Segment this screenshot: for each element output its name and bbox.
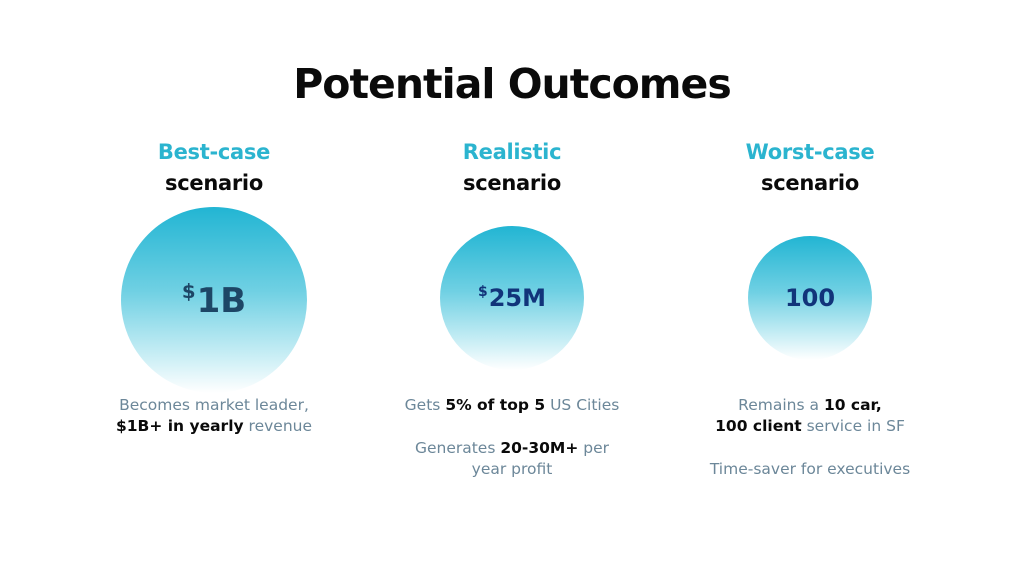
worst-case-heading: Worst-case (745, 140, 875, 164)
desc-bold: 5% of top 5 (445, 396, 546, 414)
realistic-desc2-line-2: year profit (362, 459, 662, 480)
worst-case-desc2-line: Time-saver for executives (709, 460, 911, 478)
best-case-subheading: scenario (165, 171, 263, 195)
realistic-desc-line-1: Gets 5% of top 5 US Cities (362, 395, 662, 416)
desc-text: Generates (414, 439, 501, 457)
best-case-description: Becomes market leader, $1B+ in yearly re… (64, 395, 364, 437)
best-case-desc-line-1: Becomes market leader, (64, 395, 364, 416)
desc-text: Becomes market leader, (119, 396, 309, 414)
worst-case-amount: 100 (784, 284, 836, 312)
best-case-heading: Best-case (157, 140, 271, 164)
best-case-amount: 1B (196, 280, 247, 321)
desc-bold: 10 car, (823, 396, 882, 414)
realistic-description-2: Generates 20-30M+ per year profit (362, 438, 662, 480)
realistic-column: Realistic scenario (362, 136, 662, 198)
realistic-currency: $ (478, 284, 488, 301)
realistic-circle: $25M (440, 226, 584, 370)
desc-bold: 20-30M+ (500, 439, 579, 457)
realistic-description: Gets 5% of top 5 US Cities (362, 395, 662, 416)
desc-bold: 100 client (715, 417, 802, 435)
worst-case-circle: 100 (748, 236, 872, 360)
best-case-desc-line-2: $1B+ in yearly revenue (64, 416, 364, 437)
best-case-currency: $ (181, 279, 196, 303)
realistic-desc2-line-1: Generates 20-30M+ per (362, 438, 662, 459)
worst-case-description-2: Time-saver for executives (660, 459, 960, 480)
worst-case-desc-line-2: 100 client service in SF (660, 416, 960, 437)
desc-text: year profit (471, 460, 553, 478)
realistic-amount: 25M (488, 284, 546, 312)
desc-text: service in SF (801, 417, 905, 435)
best-case-column: Best-case scenario (64, 136, 364, 198)
desc-text: US Cities (545, 396, 620, 414)
best-case-circle: $1B (121, 207, 307, 393)
worst-case-desc-line-1: Remains a 10 car, (660, 395, 960, 416)
worst-case-column: Worst-case scenario (660, 136, 960, 198)
desc-text: revenue (243, 417, 313, 435)
desc-text: Gets (404, 396, 446, 414)
worst-case-description: Remains a 10 car, 100 client service in … (660, 395, 960, 437)
realistic-value: $25M (478, 284, 546, 312)
desc-bold: $1B+ in yearly (115, 417, 244, 435)
best-case-value: $1B (182, 280, 246, 321)
realistic-subheading: scenario (463, 171, 561, 195)
desc-text: Remains a (738, 396, 824, 414)
worst-case-subheading: scenario (761, 171, 859, 195)
desc-text: per (578, 439, 610, 457)
slide-title: Potential Outcomes (293, 60, 732, 108)
realistic-heading: Realistic (462, 140, 562, 164)
